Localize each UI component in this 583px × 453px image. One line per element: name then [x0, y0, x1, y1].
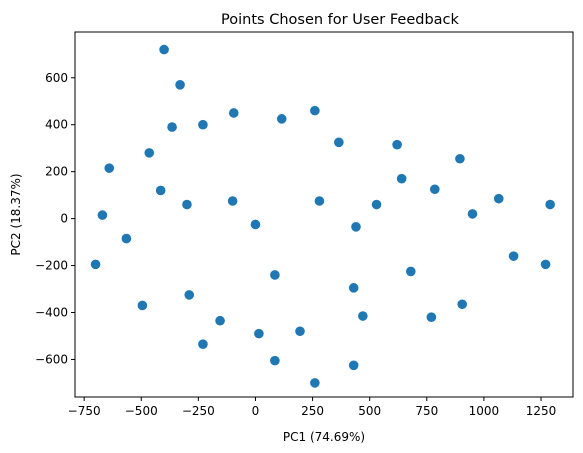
x-axis: −750 −500 −250 0 250 500 750 1000 1250	[68, 397, 557, 418]
x-tick-label: 0	[252, 404, 260, 418]
scatter-point	[295, 326, 305, 337]
scatter-point	[426, 312, 437, 322]
scatter-point	[348, 283, 359, 293]
y-tick-label: −400	[35, 305, 68, 319]
x-axis-label: PC1 (74.69%)	[283, 430, 365, 444]
scatter-point	[310, 105, 320, 116]
scatter-point	[104, 163, 115, 173]
scatter-point	[121, 233, 132, 244]
scatter-point	[159, 44, 169, 55]
x-tick-label: 1000	[469, 404, 500, 418]
scatter-point	[184, 290, 195, 300]
scatter-point	[137, 300, 148, 311]
scatter-point	[396, 173, 407, 184]
scatter-point	[334, 137, 344, 148]
x-tick-label: −750	[68, 404, 101, 418]
y-tick-label: 200	[45, 165, 68, 179]
scatter-point	[250, 219, 261, 230]
x-tick-label: 750	[415, 404, 438, 418]
scatter-point	[90, 259, 101, 270]
x-tick-label: 250	[301, 404, 324, 418]
scatter-point	[467, 209, 478, 219]
scatter-point	[182, 199, 192, 210]
scatter-point	[508, 251, 519, 261]
y-axis: −600 −400 −200 0 200 400 600	[35, 71, 75, 366]
scatter-point	[351, 222, 361, 232]
scatter-point	[144, 148, 155, 158]
y-tick-label: −200	[35, 259, 68, 273]
scatter-point	[270, 355, 280, 366]
scatter-point	[228, 108, 239, 118]
plot-area	[74, 31, 574, 398]
scatter-point	[167, 122, 177, 132]
scatter-point	[97, 210, 108, 220]
x-tick-label: −500	[125, 404, 158, 418]
scatter-point	[455, 153, 465, 164]
x-tick-label: 500	[358, 404, 381, 418]
scatter-point	[406, 266, 416, 277]
scatter-point	[457, 299, 468, 310]
scatter-point	[227, 196, 238, 206]
scatter-point	[276, 114, 287, 124]
x-tick-label: 1250	[526, 404, 557, 418]
scatter-point	[493, 193, 504, 204]
scatter-point	[198, 339, 208, 349]
y-tick-label: −600	[35, 352, 68, 366]
scatter-point	[198, 119, 208, 130]
y-tick-label: 600	[45, 71, 68, 85]
scatter-point	[358, 311, 368, 321]
scatter-point	[540, 259, 551, 270]
chart-title: Points Chosen for User Feedback	[221, 12, 459, 28]
scatter-point	[175, 80, 185, 90]
scatter-point	[348, 360, 359, 371]
scatter-point	[429, 184, 440, 195]
scatter-point	[371, 199, 382, 210]
x-tick-label: −250	[182, 404, 215, 418]
scatter-point	[270, 270, 280, 280]
scatter-point	[215, 315, 225, 326]
scatter-point	[314, 196, 325, 206]
y-tick-label: 400	[45, 118, 68, 132]
scatter-point	[254, 328, 264, 339]
y-axis-label: PC2 (18.37%)	[9, 173, 23, 255]
y-tick-label: 0	[60, 212, 68, 226]
scatter-point	[310, 378, 320, 388]
scatter-point	[545, 199, 555, 210]
scatter-point	[392, 139, 402, 150]
scatter-point	[155, 185, 166, 196]
data-points	[90, 44, 555, 388]
